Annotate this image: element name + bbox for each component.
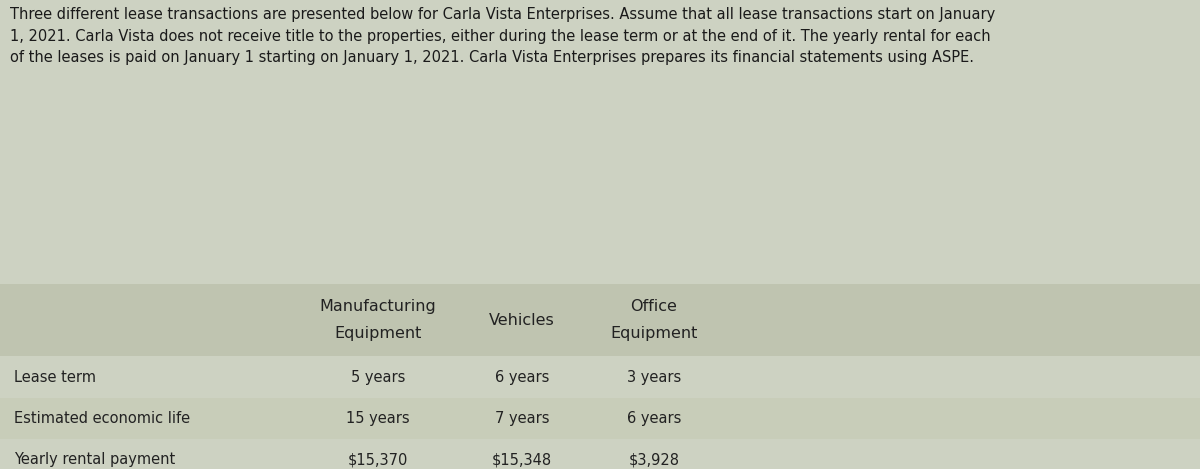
- Text: Equipment: Equipment: [335, 326, 421, 340]
- Text: Manufacturing: Manufacturing: [319, 300, 437, 314]
- Bar: [0, 439, 1200, 469]
- Text: $3,928: $3,928: [629, 452, 679, 467]
- Text: 6 years: 6 years: [494, 370, 550, 385]
- Text: Lease term: Lease term: [14, 370, 96, 385]
- Text: $15,348: $15,348: [492, 452, 552, 467]
- Bar: [0, 398, 1200, 439]
- Text: 6 years: 6 years: [626, 411, 682, 426]
- Text: Equipment: Equipment: [611, 326, 697, 340]
- Text: Vehicles: Vehicles: [490, 313, 554, 327]
- Text: $15,370: $15,370: [348, 452, 408, 467]
- Bar: [0, 356, 1200, 398]
- Text: 7 years: 7 years: [494, 411, 550, 426]
- Text: Three different lease transactions are presented below for Carla Vista Enterpris: Three different lease transactions are p…: [10, 7, 995, 65]
- Text: Yearly rental payment: Yearly rental payment: [14, 452, 175, 467]
- Bar: [0, 284, 1200, 356]
- Text: 15 years: 15 years: [346, 411, 410, 426]
- Text: Estimated economic life: Estimated economic life: [14, 411, 191, 426]
- Text: 5 years: 5 years: [350, 370, 406, 385]
- Text: 3 years: 3 years: [626, 370, 682, 385]
- Text: Office: Office: [630, 300, 678, 314]
